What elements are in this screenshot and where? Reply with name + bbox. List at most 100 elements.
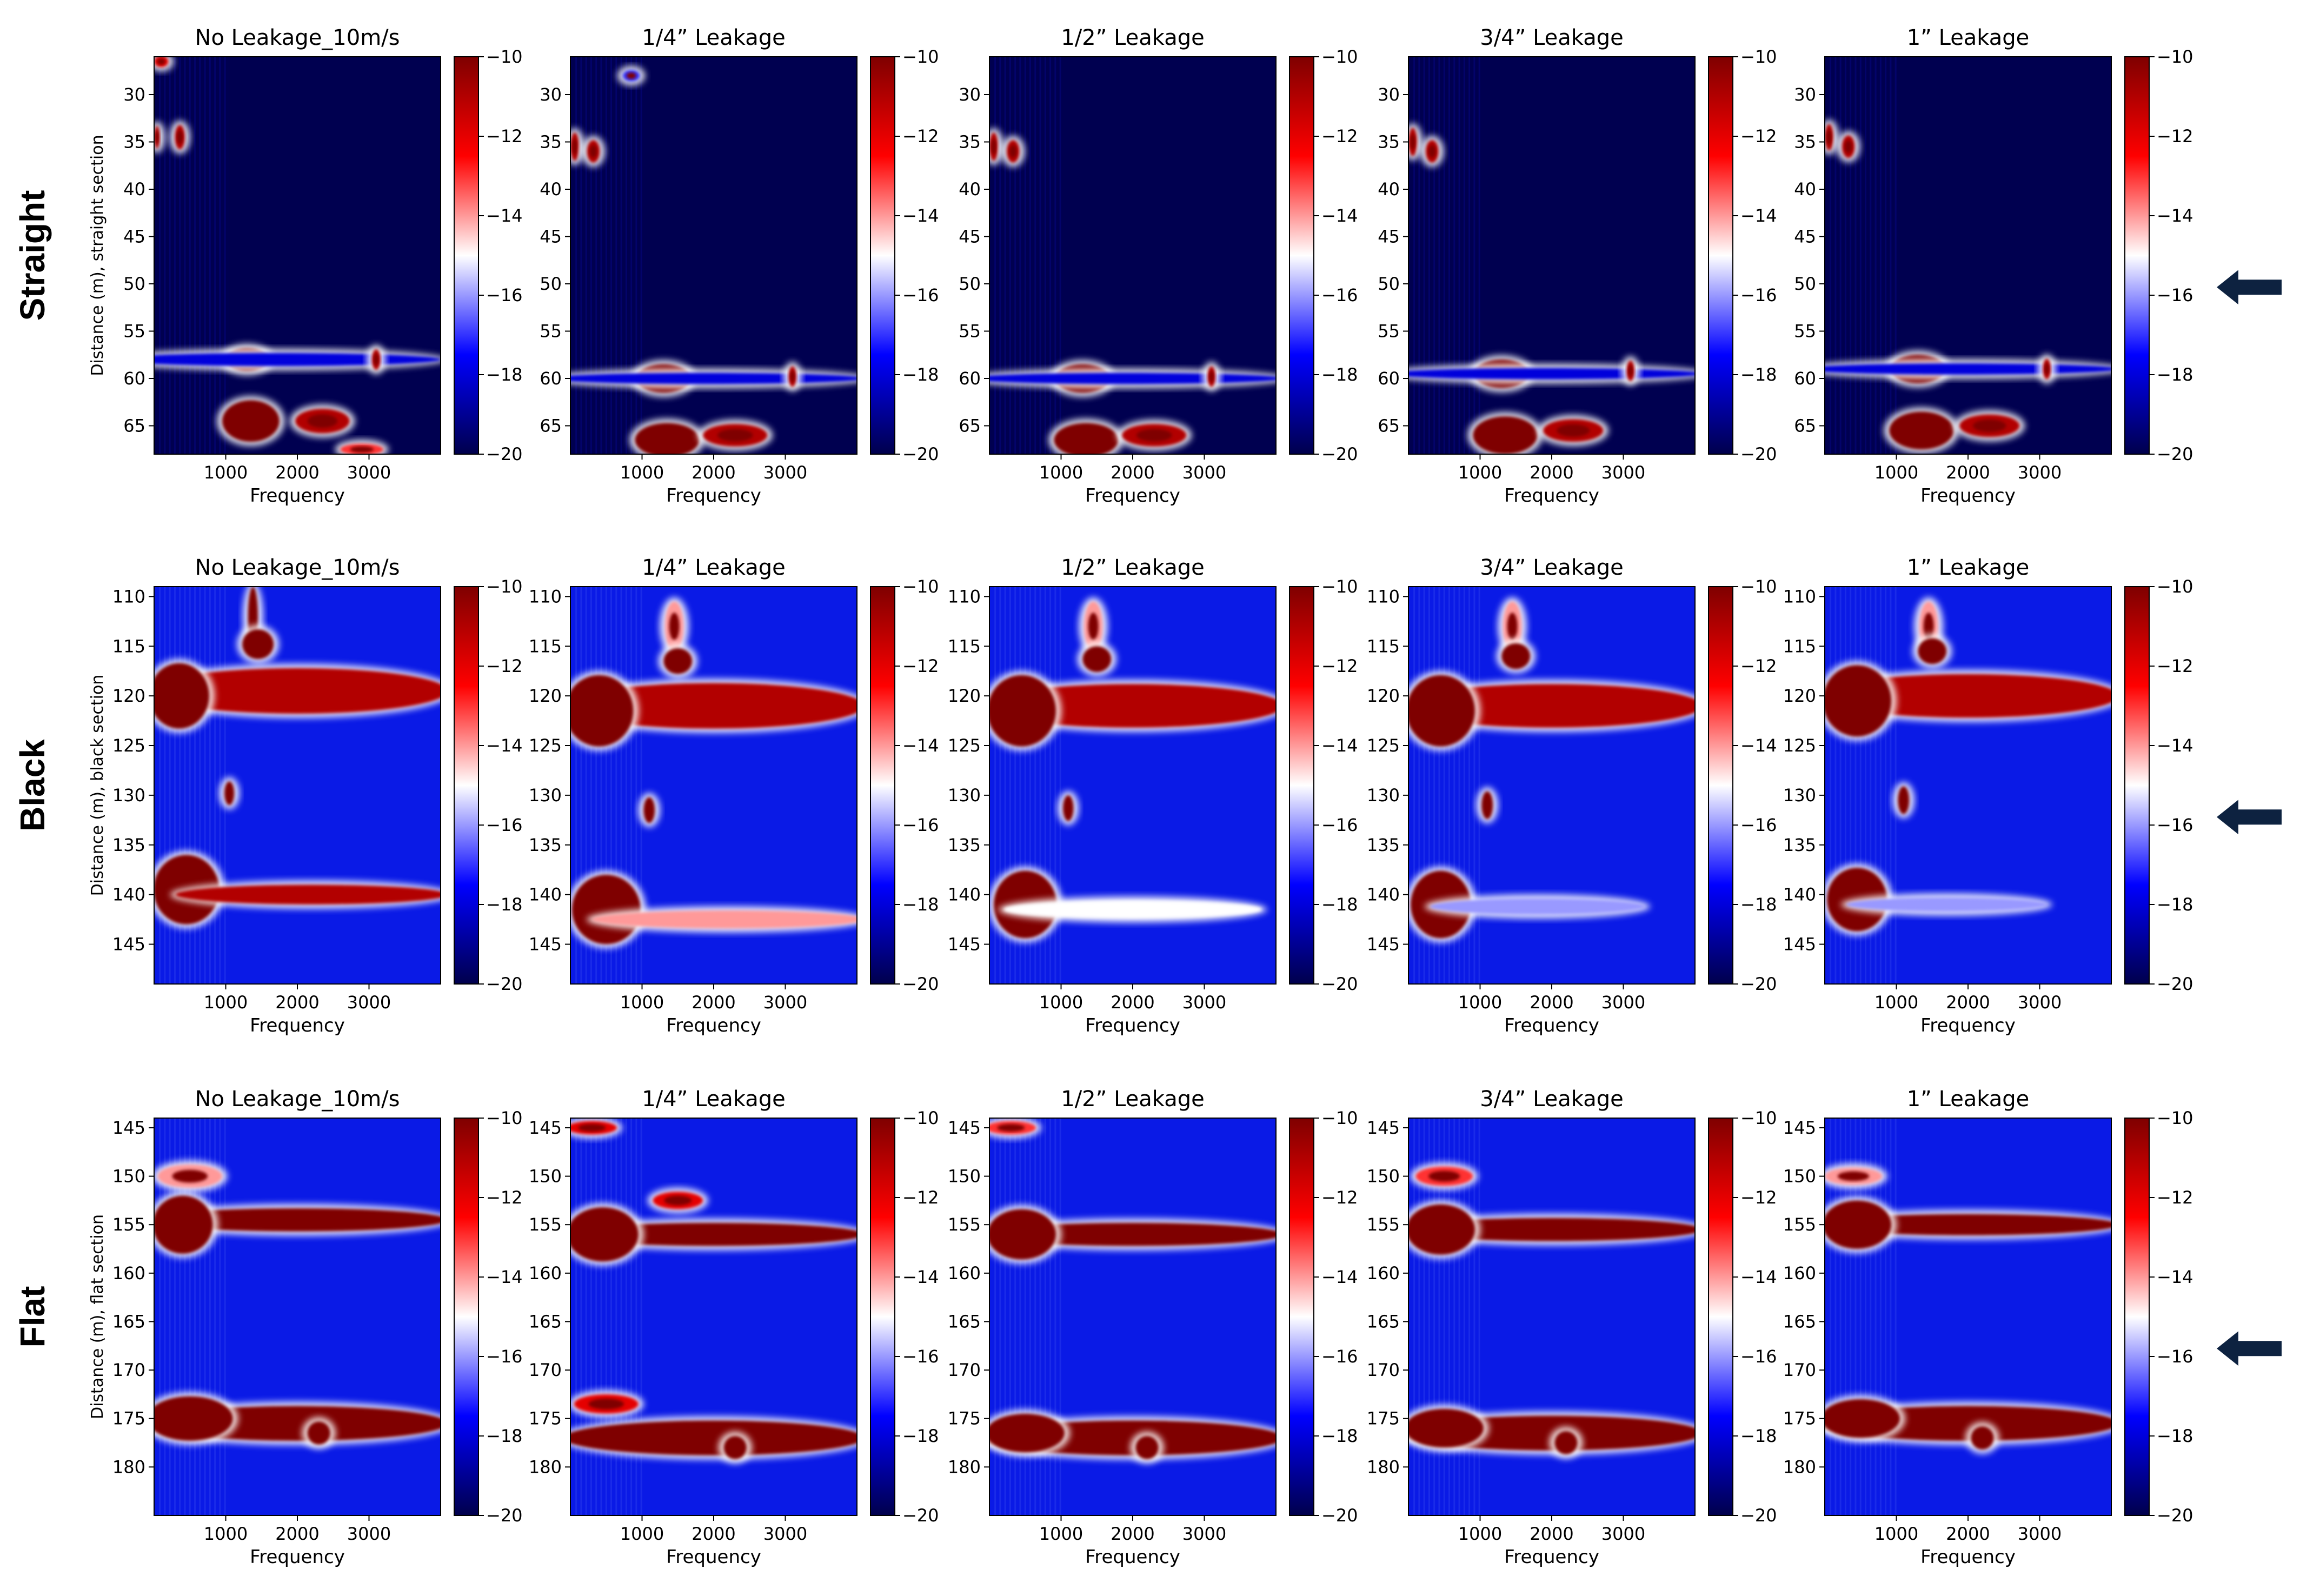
x-axis-label: Frequency xyxy=(1085,1546,1180,1568)
heatmap-panel: 3/4” Leakage 145 150 155 160 165 170 175 180 1000… xyxy=(1367,1087,1777,1568)
colorbar-tick-label: −16 xyxy=(1321,1346,1358,1367)
colorbar-tick-label: −18 xyxy=(902,1426,939,1446)
y-tick-label: 125 xyxy=(948,735,981,756)
heatmap-blob xyxy=(1501,643,1531,669)
colorbar-tick-label: −10 xyxy=(1740,46,1777,67)
colorbar-tick-label: −20 xyxy=(486,974,523,994)
x-tick-label: 1000 xyxy=(1874,1524,1918,1544)
x-tick-label: 1000 xyxy=(1874,992,1918,1013)
y-tick-label: 125 xyxy=(529,735,562,756)
heatmap-blob xyxy=(1825,1399,1900,1438)
x-tick-label: 1000 xyxy=(1874,462,1918,483)
y-tick-label: 145 xyxy=(529,1118,562,1138)
y-tick-label: 50 xyxy=(123,274,145,294)
colorbar xyxy=(2124,56,2150,455)
colorbar-tick-label: −20 xyxy=(1740,974,1777,994)
y-tick-label: 110 xyxy=(529,586,562,607)
colorbar-tick-label: −16 xyxy=(486,815,523,835)
y-tick-label: 175 xyxy=(112,1408,145,1429)
colorbar-tick-label: −16 xyxy=(902,285,939,305)
colorbar-tick-label: −10 xyxy=(2157,576,2193,597)
colorbar-tick-label: −10 xyxy=(1740,1108,1777,1128)
row-label: Straight xyxy=(13,190,52,321)
y-tick-label: 55 xyxy=(1794,321,1816,342)
heatmap-band xyxy=(175,885,441,905)
colorbar-tick-label: −20 xyxy=(1321,444,1358,464)
y-tick-label: 40 xyxy=(1378,179,1400,200)
heatmap-blob xyxy=(723,1436,747,1460)
y-tick-label: 160 xyxy=(112,1263,145,1284)
colorbar-tick-label: −16 xyxy=(902,1346,939,1367)
heatmap-band xyxy=(1408,1218,1695,1241)
heatmap-blob xyxy=(1054,423,1119,454)
heatmap-blob-core xyxy=(578,1124,606,1132)
heatmap-blob-core xyxy=(1845,140,1852,153)
panel-title: No Leakage_10m/s xyxy=(195,25,400,50)
colorbar-tick-label: −20 xyxy=(486,1505,523,1526)
y-axis-label: Distance (m), flat section xyxy=(88,1214,107,1419)
heatmap-blob-core xyxy=(669,613,680,640)
y-tick-label: 170 xyxy=(948,1360,981,1380)
panel-title: 1” Leakage xyxy=(1907,555,2030,580)
colorbar-tick-label: −14 xyxy=(902,205,939,226)
y-tick-label: 30 xyxy=(1794,84,1816,105)
heatmap-panel: No Leakage_10m/s 30 35 40 45 50 55 60 65 Distance… xyxy=(88,25,523,507)
colorbar-tick-label: −12 xyxy=(1321,126,1358,147)
y-tick-label: 45 xyxy=(1378,227,1400,247)
heatmap-blob xyxy=(224,781,235,806)
heatmap-blob xyxy=(1062,795,1074,821)
colorbar-tick-label: −10 xyxy=(902,576,939,597)
x-tick-label: 1000 xyxy=(1039,992,1083,1013)
x-axis-label: Frequency xyxy=(666,1015,761,1036)
x-tick-label: 3000 xyxy=(2018,462,2062,483)
y-tick-label: 65 xyxy=(540,416,562,436)
colorbar xyxy=(454,1118,479,1516)
colorbar-tick-label: −12 xyxy=(902,656,939,676)
heatmap-band xyxy=(570,1420,857,1455)
y-tick-label: 35 xyxy=(540,132,562,152)
x-tick-label: 1000 xyxy=(1458,992,1502,1013)
colorbar xyxy=(870,56,895,455)
heatmap-blob-core xyxy=(1973,419,2006,433)
y-tick-label: 155 xyxy=(529,1214,562,1235)
x-tick-label: 3000 xyxy=(1182,992,1226,1013)
y-tick-label: 50 xyxy=(1378,274,1400,294)
x-tick-label: 2000 xyxy=(275,462,319,483)
colorbar-tick-label: −18 xyxy=(1740,364,1777,385)
colorbar-tick-label: −12 xyxy=(486,656,523,676)
y-tick-label: 130 xyxy=(112,785,145,806)
heatmap-blob-core xyxy=(1628,365,1633,377)
x-tick-label: 1000 xyxy=(1458,462,1502,483)
colorbar-tick-label: −18 xyxy=(2157,364,2193,385)
x-tick-label: 3000 xyxy=(763,1524,807,1544)
heatmap-blob xyxy=(307,1421,330,1445)
x-tick-label: 1000 xyxy=(620,462,664,483)
y-tick-label: 65 xyxy=(123,416,145,436)
heatmap-background xyxy=(154,57,441,454)
y-tick-label: 130 xyxy=(1367,785,1400,806)
y-tick-label: 170 xyxy=(529,1360,562,1380)
colorbar-tick-label: −16 xyxy=(902,815,939,835)
panel-title: No Leakage_10m/s xyxy=(195,1087,400,1112)
colorbar-tick-label: −14 xyxy=(1740,1267,1777,1287)
y-tick-label: 150 xyxy=(1783,1166,1816,1187)
y-tick-label: 130 xyxy=(529,785,562,806)
heatmap-band xyxy=(570,683,857,729)
colorbar-tick-label: −12 xyxy=(1740,1187,1777,1208)
heatmap-band xyxy=(1825,1214,2111,1235)
y-tick-label: 30 xyxy=(540,84,562,105)
y-tick-label: 155 xyxy=(948,1214,981,1235)
colorbar-tick-label: −18 xyxy=(1321,364,1358,385)
y-tick-label: 110 xyxy=(1367,586,1400,607)
heatmap-blob-core xyxy=(1136,429,1172,442)
y-tick-label: 40 xyxy=(1794,179,1816,200)
colorbar-tick-label: −10 xyxy=(486,576,523,597)
heatmap-blob-core xyxy=(1826,130,1832,145)
y-tick-label: 175 xyxy=(948,1408,981,1429)
x-tick-label: 2000 xyxy=(1946,992,1990,1013)
y-tick-label: 50 xyxy=(540,274,562,294)
colorbar-tick-label: −20 xyxy=(902,974,939,994)
heatmap-blob-core xyxy=(626,72,636,79)
heatmap-area xyxy=(570,57,857,454)
x-tick-label: 1000 xyxy=(620,992,664,1013)
